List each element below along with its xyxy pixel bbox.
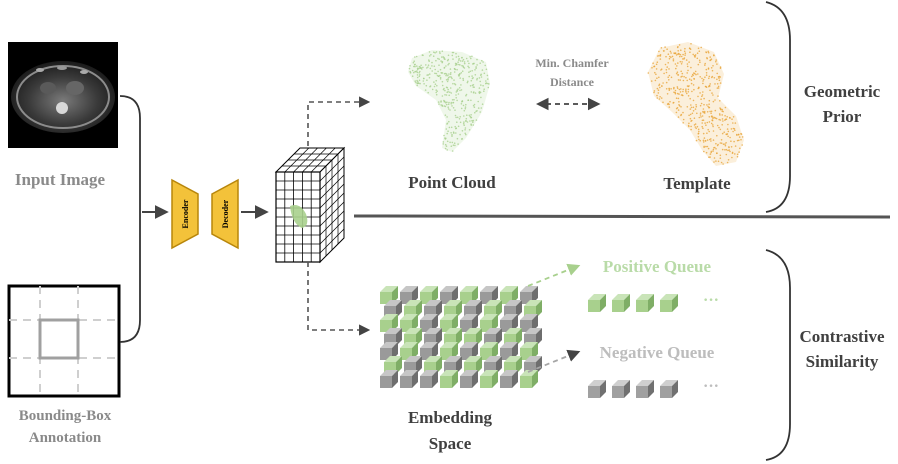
embedding-space-label-line1: Embedding [407,408,493,427]
contrastive-brace [765,249,791,461]
input-bracket [119,95,141,343]
branch-arrow-top [307,96,371,146]
encoder-label: Encoder [181,199,190,228]
embedding-space-label-line2: Space [428,434,472,453]
negative-queue-ellipsis: ··· [702,378,719,395]
arrow-to-positive-queue [527,263,581,287]
negative-queue-label: Negative Queue [599,343,715,362]
chamfer-label-line1: Min. Chamfer [535,56,609,70]
feature-cube-icon [274,146,346,264]
geometric-prior-brace [765,1,791,213]
template-shape [647,42,744,166]
negative-queue-blocks [588,380,678,398]
bounding-box-label-line1: Bounding-Box [18,408,112,424]
positive-queue-ellipsis: ··· [702,292,719,309]
encoder-trapezoid [171,178,199,250]
bounding-box-label-line2: Annotation [28,430,102,446]
embedding-space-grid [380,286,542,388]
input-image-label: Input Image [14,170,106,189]
positive-queue-label: Positive Queue [602,257,712,276]
ct-scan-image [8,42,118,148]
contrastive-similarity-label-line2: Similarity [805,352,879,371]
section-divider [353,214,891,219]
point-cloud-label: Point Cloud [408,173,496,192]
bounding-box-icon [7,284,121,398]
template-label: Template [663,174,731,193]
contrastive-similarity-label-line1: Contrastive [799,327,885,346]
point-cloud-shape [408,50,490,152]
positive-queue-blocks [588,294,678,312]
geometric-prior-label-line2: Prior [822,107,862,126]
chamfer-label-line2: Distance [550,75,594,89]
decoder-label: Decoder [221,199,230,228]
geometric-prior-label-line1: Geometric [803,82,881,101]
decoder-trapezoid [211,178,239,250]
branch-arrow-bottom [307,262,371,336]
